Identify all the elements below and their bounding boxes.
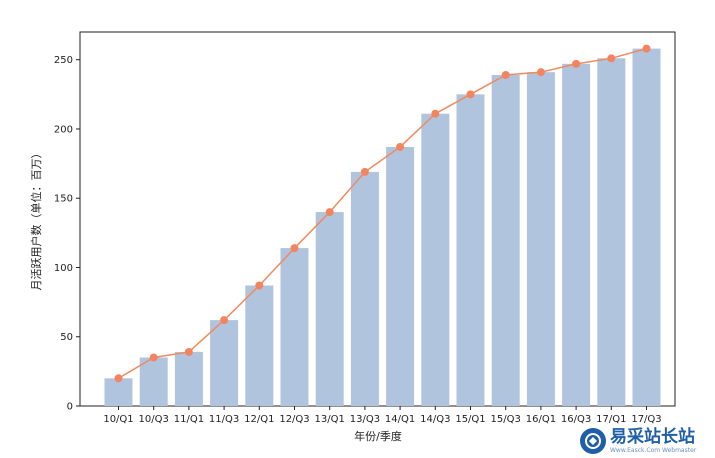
x-tick-label: 16/Q3 (561, 414, 591, 425)
line-point (220, 316, 229, 325)
bar (526, 72, 555, 406)
x-tick-label: 17/Q3 (631, 414, 661, 425)
watermark: 易采站长站 Www.Easck.Com Webmaster (580, 424, 715, 458)
line-point (431, 109, 440, 118)
x-tick-label: 14/Q1 (385, 414, 415, 425)
line-group (114, 44, 651, 383)
line-point (149, 353, 158, 362)
line-point (325, 208, 334, 217)
x-tick-label: 13/Q3 (350, 414, 380, 425)
x-tick-label: 17/Q1 (596, 414, 626, 425)
x-axis-title: 年份/季度 (354, 429, 402, 443)
bar (315, 212, 344, 406)
line-point (572, 59, 581, 68)
bar (491, 74, 520, 407)
bar (350, 171, 379, 406)
bar (562, 63, 591, 407)
y-axis: 0 50 100 150 200 250 (54, 55, 80, 413)
x-tick-label: 10/Q1 (103, 414, 133, 425)
watermark-logo-icon (580, 428, 606, 454)
line-point (114, 374, 123, 383)
x-tick-label: 11/Q1 (174, 414, 204, 425)
x-tick-label: 14/Q3 (420, 414, 450, 425)
x-tick-label: 11/Q3 (209, 414, 239, 425)
bar (104, 378, 133, 406)
bar (174, 351, 203, 406)
y-tick-label: 200 (54, 124, 73, 135)
bar (245, 285, 274, 406)
line-point (536, 68, 545, 77)
x-axis: 10/Q1 10/Q3 11/Q1 11/Q3 12/Q1 12/Q3 13/Q1 13/Q3… (103, 406, 662, 425)
bar (210, 320, 239, 406)
bar (597, 58, 626, 407)
bars-group (104, 48, 661, 407)
series-line (118, 47, 647, 379)
line-point (501, 70, 510, 79)
bar (632, 48, 661, 406)
y-tick-label: 0 (67, 402, 73, 413)
line-point (642, 44, 651, 53)
line-point (466, 90, 475, 99)
bar (386, 146, 415, 406)
line-point (360, 167, 369, 176)
x-tick-label: 16/Q1 (526, 414, 556, 425)
y-tick-label: 250 (54, 55, 73, 66)
x-tick-label: 15/Q1 (455, 414, 485, 425)
line-point (255, 281, 264, 290)
y-tick-label: 100 (54, 263, 73, 274)
x-tick-label: 13/Q1 (315, 414, 345, 425)
line-point (184, 347, 193, 356)
bar (421, 113, 450, 407)
watermark-main-text: 易采站长站 (610, 426, 695, 447)
x-tick-label: 12/Q1 (244, 414, 274, 425)
y-tick-label: 50 (60, 332, 73, 343)
x-tick-label: 15/Q3 (491, 414, 521, 425)
line-point (396, 142, 405, 151)
x-tick-label: 12/Q3 (279, 414, 309, 425)
bar (456, 94, 485, 406)
y-axis-title: 月活跃用户数（单位：百万） (29, 148, 43, 291)
line-point (607, 54, 616, 63)
x-tick-label: 10/Q3 (139, 414, 169, 425)
y-tick-label: 150 (54, 194, 73, 205)
line-point (290, 244, 299, 253)
bar (139, 357, 168, 406)
bar (280, 248, 309, 406)
watermark-sub-text: Www.Easck.Com Webmaster (610, 446, 697, 454)
